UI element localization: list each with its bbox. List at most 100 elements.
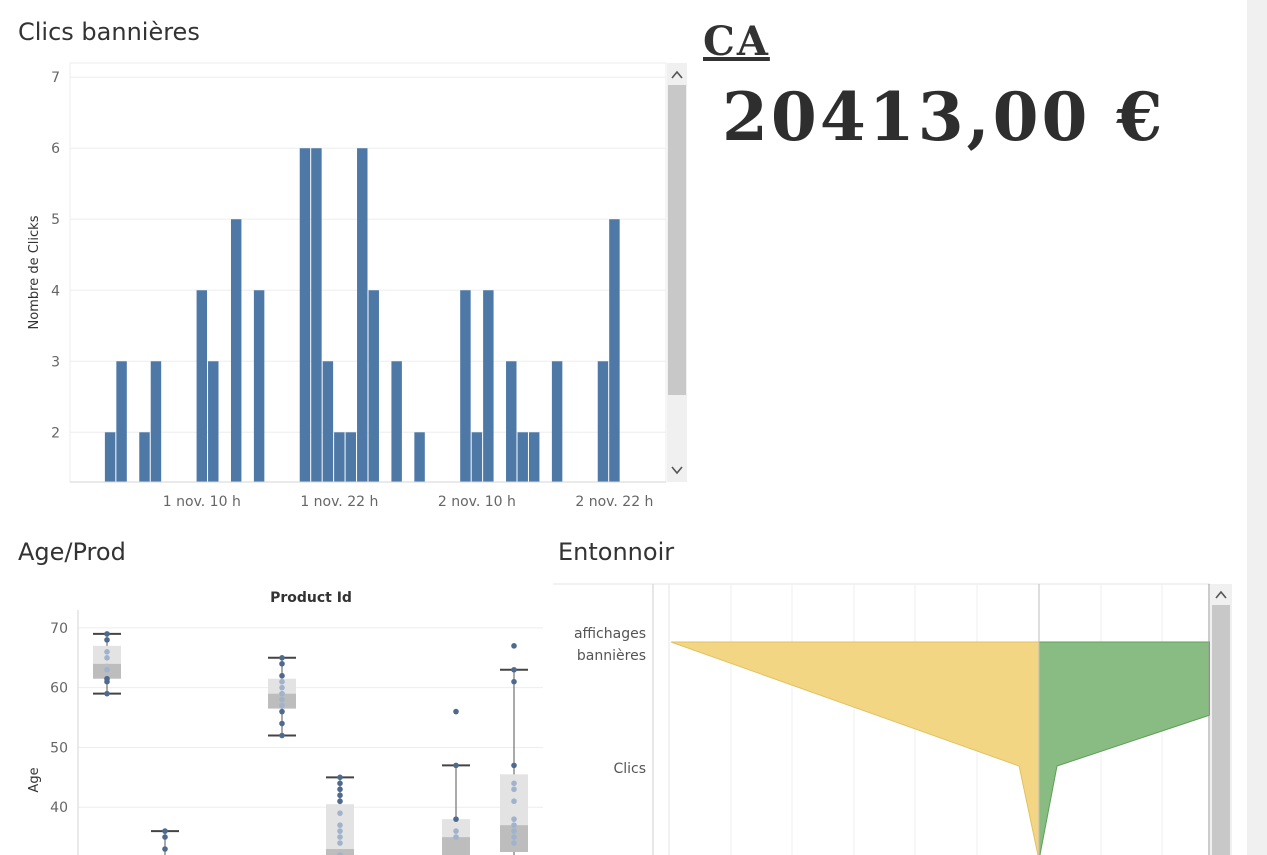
box-point bbox=[104, 631, 110, 637]
funnel-chart: affichages bannières Clics bbox=[553, 583, 1232, 855]
clics-bar bbox=[551, 361, 563, 482]
clics-ytick-label: 6 bbox=[51, 141, 60, 157]
box-point bbox=[337, 834, 343, 840]
box-point bbox=[104, 666, 110, 673]
clics-xtick-label: 2 nov. 22 h bbox=[575, 494, 653, 510]
clics-bar bbox=[196, 290, 208, 482]
box-point bbox=[337, 852, 343, 855]
clics-bar bbox=[311, 148, 322, 482]
box-point bbox=[104, 655, 110, 661]
box-point bbox=[104, 690, 110, 697]
clics-bar bbox=[528, 432, 540, 482]
box-point bbox=[104, 675, 110, 682]
box-point bbox=[337, 810, 343, 816]
ageprod-ylabel: Age bbox=[27, 767, 42, 792]
clics-bar bbox=[230, 219, 242, 482]
clics-bar bbox=[116, 361, 127, 482]
clics-bar bbox=[208, 361, 219, 482]
box-point bbox=[511, 822, 517, 828]
box-point bbox=[279, 696, 285, 703]
box-point bbox=[337, 774, 343, 781]
box-point bbox=[511, 840, 517, 846]
box-point bbox=[453, 762, 459, 769]
box-point bbox=[511, 643, 517, 649]
clics-bar bbox=[609, 219, 620, 482]
box-point bbox=[279, 708, 285, 715]
box-point bbox=[279, 702, 285, 709]
clics-chart: 2 3 4 5 6 7 Nombre de Clicks 1 nov. 10 h 1 nov. … bbox=[27, 62, 687, 510]
clics-bar bbox=[334, 432, 345, 482]
clics-bar bbox=[506, 361, 517, 482]
ageprod-ytick-label: 60 bbox=[50, 681, 68, 697]
clics-xtick-label: 1 nov. 22 h bbox=[300, 494, 378, 510]
box-point bbox=[511, 798, 517, 805]
chevron-up-icon[interactable] bbox=[671, 70, 683, 79]
clics-bar bbox=[597, 361, 609, 482]
window-edge bbox=[1247, 0, 1267, 855]
box-upper bbox=[442, 819, 470, 838]
box-point bbox=[279, 684, 285, 691]
box-point bbox=[279, 690, 285, 697]
clics-bar bbox=[517, 432, 528, 482]
box-point bbox=[337, 786, 343, 793]
clics-bar bbox=[471, 432, 483, 482]
box-point bbox=[279, 672, 285, 679]
box-point bbox=[104, 649, 110, 655]
clics-bar bbox=[139, 432, 150, 482]
clics-bar bbox=[322, 361, 334, 482]
box-point bbox=[511, 780, 517, 787]
ageprod-ytick-label: 70 bbox=[50, 621, 68, 637]
box-point bbox=[511, 828, 517, 834]
box-lower bbox=[442, 837, 470, 855]
clics-bar bbox=[391, 361, 402, 482]
chevron-down-icon[interactable] bbox=[671, 466, 683, 475]
clics-bar bbox=[150, 361, 162, 482]
ageprod-chart: Product Id 40 50 60 70 Age bbox=[27, 590, 543, 855]
box-point bbox=[511, 678, 517, 685]
funnel-title: Entonnoir bbox=[558, 538, 675, 566]
clics-bar bbox=[253, 290, 265, 482]
ageprod-ytick-label: 50 bbox=[50, 740, 68, 756]
clics-ytick-label: 4 bbox=[51, 283, 60, 299]
funnel-category-label: Clics bbox=[613, 761, 646, 777]
box-point bbox=[453, 834, 459, 840]
clics-bar bbox=[104, 432, 116, 482]
clics-ytick-label: 2 bbox=[51, 425, 60, 441]
clics-scrollbar-thumb[interactable] bbox=[668, 85, 686, 395]
box-point bbox=[511, 834, 517, 840]
clics-bar bbox=[345, 432, 357, 482]
funnel-scrollbar-thumb[interactable] bbox=[1212, 605, 1230, 855]
box-upper bbox=[93, 645, 121, 664]
clics-bar bbox=[483, 290, 494, 482]
ageprod-column-header: Product Id bbox=[270, 590, 352, 606]
clics-ytick-label: 7 bbox=[51, 70, 60, 86]
clics-bar bbox=[414, 432, 425, 482]
box-lower bbox=[326, 849, 354, 855]
clics-xtick-label: 1 nov. 10 h bbox=[163, 494, 241, 510]
clics-ytick-label: 5 bbox=[51, 212, 60, 228]
box-point bbox=[511, 762, 517, 769]
box-point bbox=[279, 655, 285, 661]
box-point bbox=[511, 666, 517, 673]
funnel-category-label: affichages bbox=[574, 626, 646, 642]
chevron-up-icon[interactable] bbox=[1215, 590, 1227, 599]
box-point bbox=[337, 780, 343, 787]
box-point bbox=[453, 708, 459, 715]
ageprod-title: Age/Prod bbox=[18, 538, 126, 566]
box-point bbox=[453, 816, 459, 822]
box-point bbox=[337, 792, 343, 799]
box-point bbox=[511, 816, 517, 822]
clics-title: Clics bannières bbox=[18, 18, 200, 46]
clics-ylabel: Nombre de Clicks bbox=[27, 215, 42, 329]
funnel-category-label: bannières bbox=[577, 648, 646, 664]
box-point bbox=[337, 828, 343, 834]
box-point bbox=[337, 840, 343, 846]
clics-ytick-label: 3 bbox=[51, 354, 60, 370]
clics-plot-area bbox=[69, 62, 667, 483]
box-point bbox=[162, 846, 168, 852]
clics-xtick-label: 2 nov. 10 h bbox=[438, 494, 516, 510]
box-point bbox=[337, 798, 343, 805]
clics-bar bbox=[460, 290, 471, 482]
ageprod-ytick-label: 40 bbox=[50, 800, 68, 816]
box-point bbox=[104, 637, 110, 643]
